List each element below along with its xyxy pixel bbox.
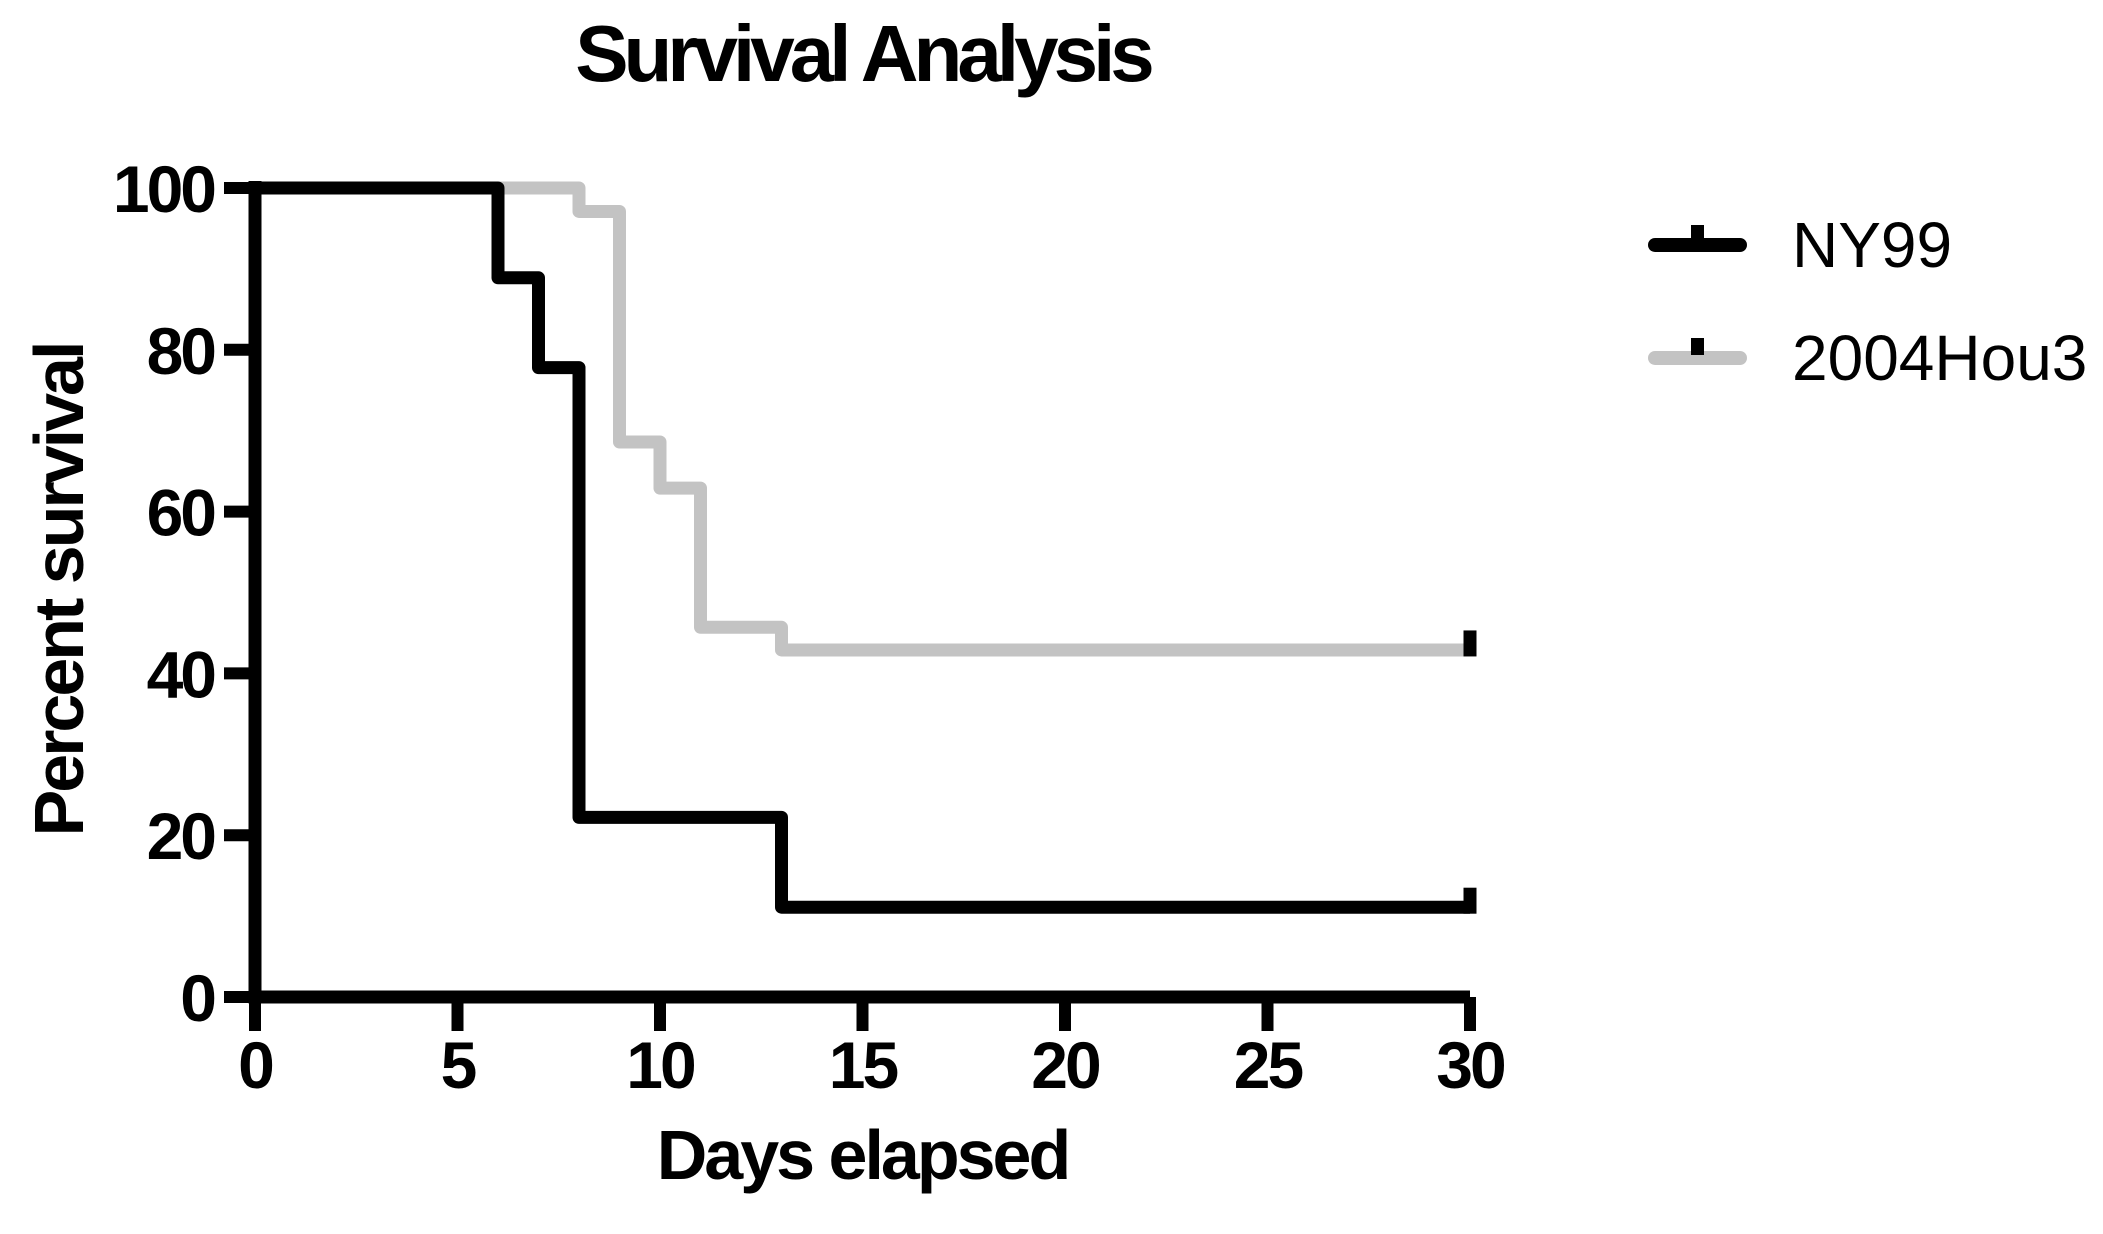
series-NY99 [255, 181, 1470, 914]
ny99-line [1648, 238, 1747, 252]
y-tick-label: 100 [113, 152, 214, 226]
x-tick-label: 10 [626, 1028, 694, 1102]
legend-item-ny99: NY99 [1648, 213, 2087, 277]
x-tick-label: 30 [1436, 1028, 1504, 1102]
x-tick-label: 20 [1031, 1028, 1099, 1102]
2004hou3-line [1648, 351, 1747, 365]
y-tick-label: 80 [147, 314, 215, 388]
legend: NY99 2004Hou3 [1648, 213, 2087, 449]
ny99-line-marker-icon [1648, 223, 1747, 267]
chart-title: Survival Analysis [575, 9, 1155, 98]
y-tick-label: 20 [147, 799, 215, 873]
legend-label-ny99: NY99 [1792, 209, 1953, 281]
y-tick-label: 0 [180, 961, 214, 1035]
2004hou3-line-marker-icon [1648, 336, 1747, 380]
censor-mark-2004Hou3 [1463, 630, 1477, 657]
y-tick-label: 60 [147, 476, 215, 550]
x-tick-label: 25 [1234, 1028, 1303, 1102]
legend-label-2004hou3: 2004Hou3 [1792, 322, 2088, 394]
ny99-censor-tick-icon [1691, 225, 1704, 242]
series-2004Hou3 [255, 181, 1470, 657]
x-tick-label: 15 [829, 1028, 898, 1102]
y-tick-label: 40 [147, 637, 215, 711]
censor-mark-NY99 [1463, 887, 1477, 914]
x-axis-title: Days elapsed [656, 1116, 1071, 1194]
x-tick-label: 5 [441, 1028, 476, 1102]
x-tick-label: 0 [238, 1028, 272, 1102]
2004hou3-censor-tick-icon [1691, 338, 1704, 355]
legend-item-2004hou3: 2004Hou3 [1648, 326, 2087, 390]
